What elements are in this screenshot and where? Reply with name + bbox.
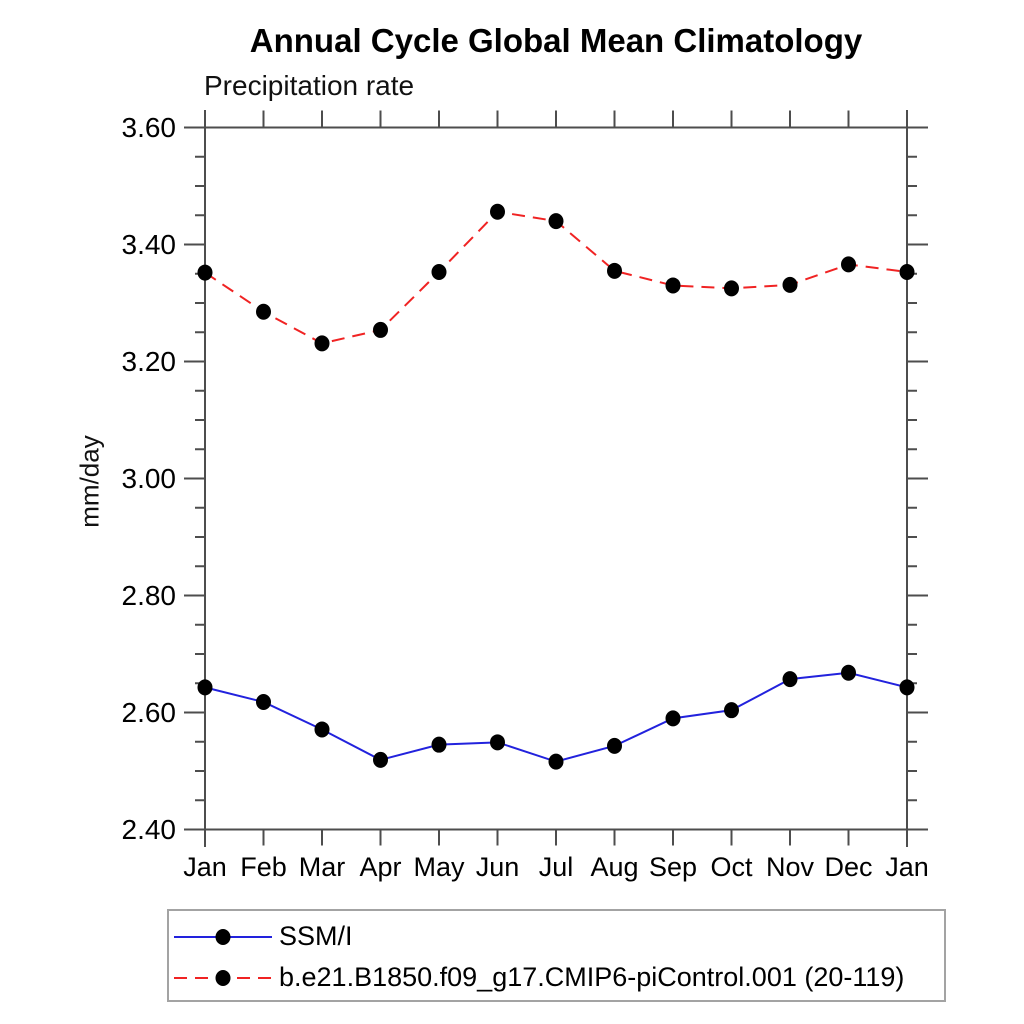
data-point-marker: [665, 710, 681, 727]
series-picontrol: [197, 203, 915, 352]
y-axis-tick-label: 3.20: [122, 346, 177, 377]
x-axis-tick-label: Jan: [885, 852, 929, 882]
x-axis-tick-label: May: [413, 852, 465, 882]
data-point-marker: [841, 664, 856, 681]
data-point-marker: [607, 262, 622, 279]
data-point-marker: [899, 263, 915, 280]
legend-item-ssmi: SSM/I: [172, 916, 944, 957]
data-point-marker: [490, 203, 505, 220]
x-axis-tick-label: Jul: [539, 852, 574, 882]
x-axis-tick-label: Feb: [240, 852, 287, 882]
series-ssmi: [197, 664, 915, 770]
x-axis-tick-label: Dec: [824, 852, 872, 882]
legend-solid-line-icon: [174, 928, 272, 945]
data-point-marker: [548, 753, 564, 770]
data-point-marker: [314, 335, 330, 352]
x-axis-tick-label: Jan: [183, 852, 227, 882]
chart-subtitle: Precipitation rate: [204, 70, 415, 101]
y-axis-tick-label: 3.60: [122, 112, 177, 143]
data-point-marker: [256, 693, 271, 710]
data-point-marker: [256, 303, 271, 320]
x-axis-tick-label: Aug: [590, 852, 638, 882]
x-axis-tick-label: Nov: [766, 852, 815, 882]
y-axis-tick-label: 2.60: [122, 697, 177, 728]
data-point-marker: [490, 734, 505, 751]
legend-box: SSM/I b.e21.B1850.f09_g17.CMIP6-piContro…: [167, 909, 946, 1002]
y-axis-tick-label: 2.80: [122, 580, 177, 611]
x-axis-ticks: Jan Feb Mar Apr May Jun Jul Aug Sep Oct Nov Dec Jan: [183, 110, 929, 882]
data-point-marker: [841, 256, 856, 273]
y-axis-tick-label: 2.40: [122, 814, 177, 845]
chart-title: Annual Cycle Global Mean Climatology: [249, 22, 863, 59]
data-point-marker: [373, 751, 388, 768]
data-point-marker: [314, 721, 330, 738]
x-axis-tick-label: Sep: [649, 852, 697, 882]
data-point-marker: [665, 277, 681, 294]
data-point-marker: [373, 321, 388, 338]
y-axis-ticks: 2.40 2.60 2.80 3.00 3.20 3.40 3.60: [122, 112, 928, 845]
y-axis-tick-label: 3.40: [122, 229, 177, 260]
data-point-marker: [899, 679, 915, 696]
data-point-marker: [724, 280, 739, 297]
data-point-marker: [548, 213, 564, 230]
x-axis-tick-label: Apr: [359, 852, 401, 882]
data-point-marker: [197, 679, 213, 696]
legend-label-picontrol: b.e21.B1850.f09_g17.CMIP6-piControl.001 …: [279, 962, 905, 992]
legend-dashed-line-icon: [174, 969, 272, 986]
data-point-marker: [197, 264, 213, 281]
legend-label-ssmi: SSM/I: [279, 921, 353, 951]
data-point-marker: [724, 702, 739, 719]
data-point-marker: [431, 736, 447, 753]
data-point-marker: [782, 276, 798, 293]
data-point-marker: [607, 737, 622, 754]
y-axis-label: mm/day: [74, 435, 105, 528]
x-axis-tick-label: Oct: [710, 852, 753, 882]
x-axis-tick-label: Jun: [476, 852, 520, 882]
data-point-marker: [431, 263, 447, 280]
x-axis-tick-label: Mar: [299, 852, 346, 882]
data-point-marker: [782, 671, 798, 688]
legend-item-picontrol: b.e21.B1850.f09_g17.CMIP6-piControl.001 …: [172, 957, 944, 998]
y-axis-tick-label: 3.00: [122, 463, 177, 494]
